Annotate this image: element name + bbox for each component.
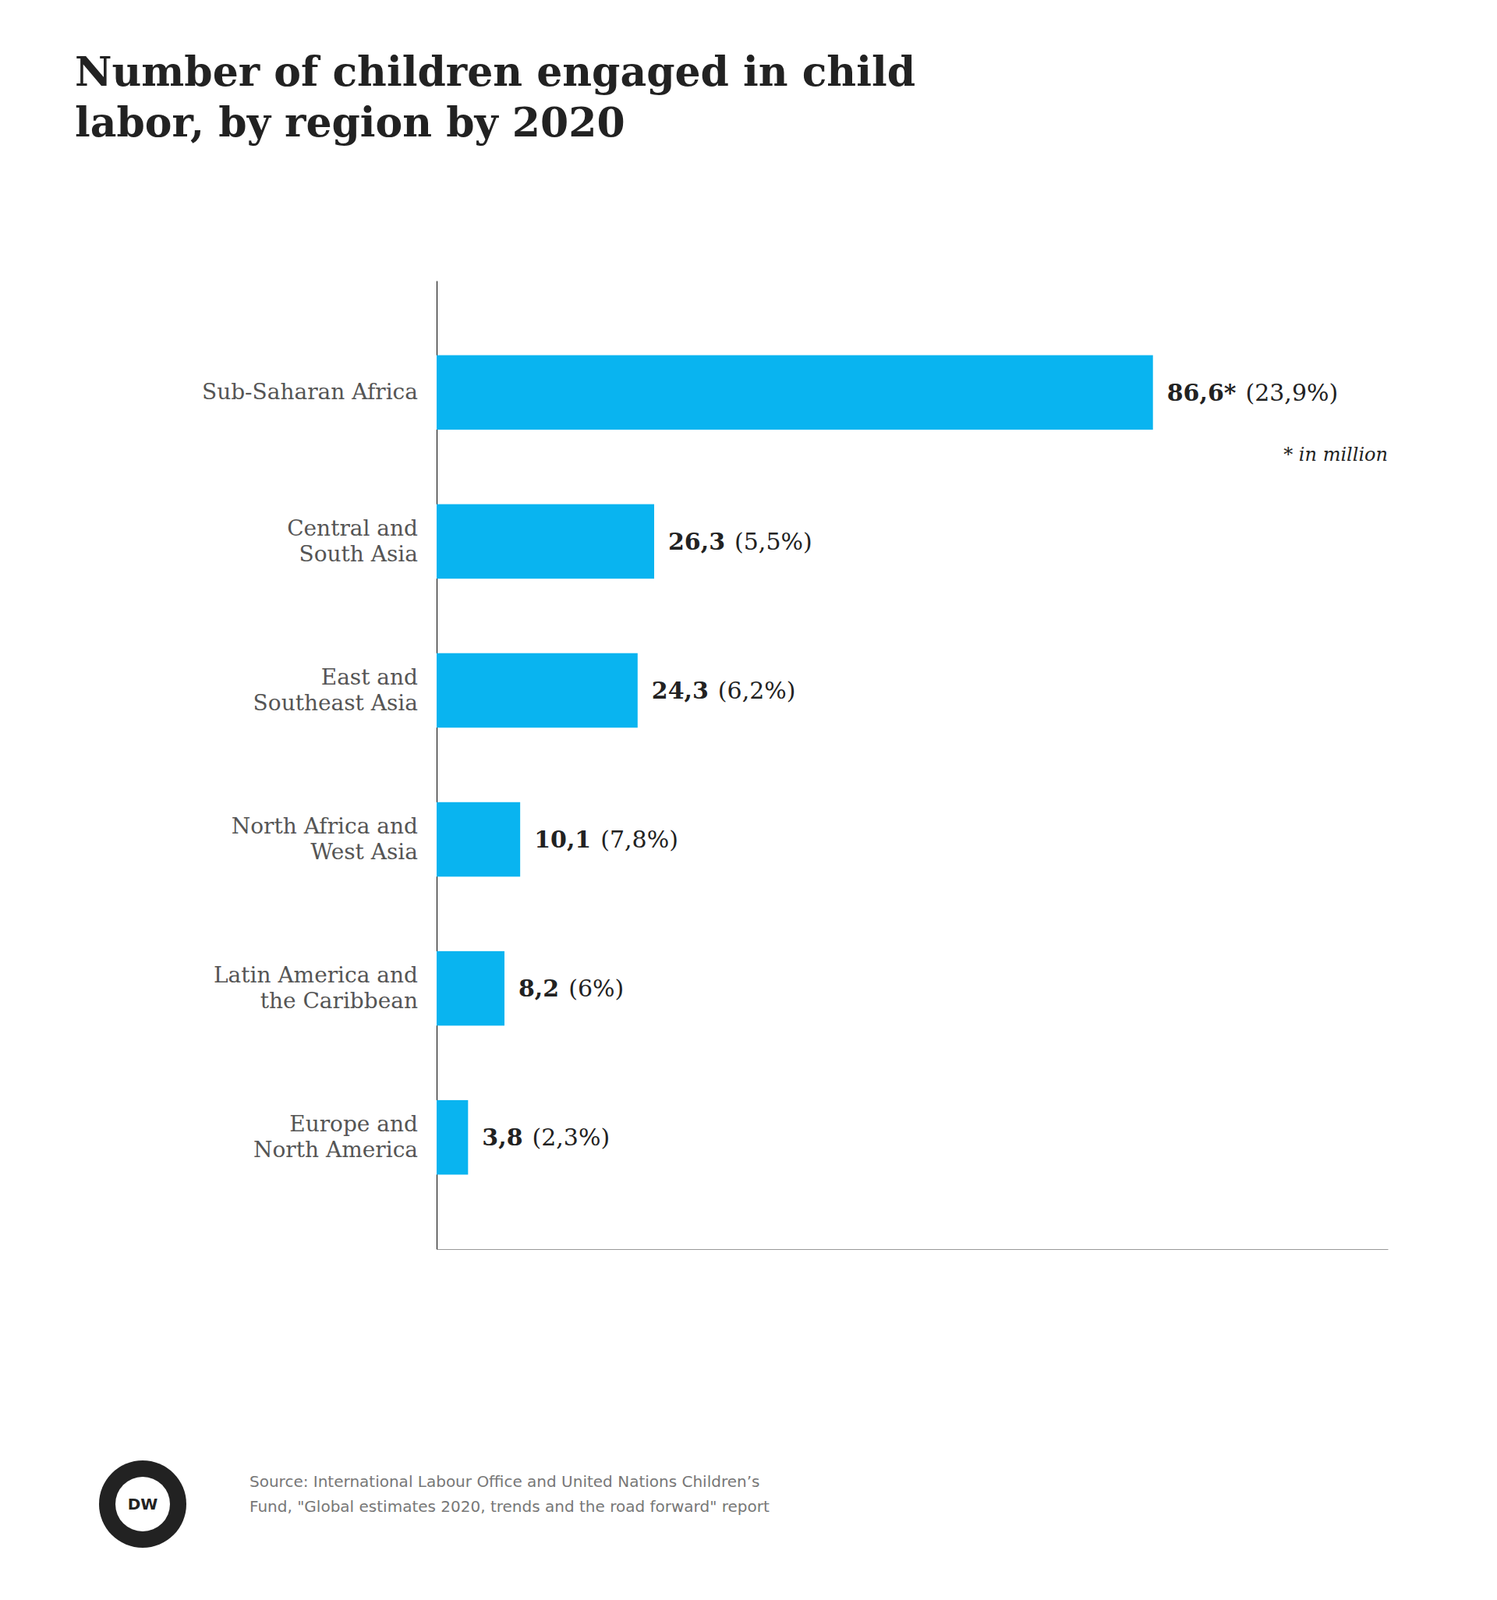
y-tick: Latin America andthe Caribbean: [213, 962, 437, 1015]
share-label: (5,5%): [734, 527, 813, 556]
data-label: 26,3: [668, 527, 726, 556]
title: Number of children engaged in childlabor…: [74, 47, 916, 146]
share-label: (6%): [568, 974, 624, 1002]
y-tick-label: Central andSouth Asia: [286, 515, 418, 568]
y-tick-label-line: East and: [321, 664, 418, 691]
source-line: Fund, "Global estimates 2020, trends and…: [249, 1497, 770, 1516]
bar: [436, 504, 655, 580]
y-tick: Sub-Saharan Africa: [201, 378, 437, 405]
data-label: 10,1: [534, 825, 592, 853]
y-tick-label: North Africa andWest Asia: [231, 813, 418, 866]
y-tick-label: Sub-Saharan Africa: [201, 378, 418, 405]
y-tick-label-line: North Africa and: [231, 813, 418, 839]
share-label: (23,9%): [1245, 378, 1338, 407]
data-labels: 86,6* (23,9%) 26,3 (5,5%) 24,3 (6,2%) 10,1 (7,8…: [481, 378, 1338, 1151]
y-tick-label-line: the Caribbean: [260, 987, 418, 1014]
y-tick-label-line: South Asia: [299, 541, 419, 567]
logo-ring: [99, 1460, 187, 1548]
share-label: (6,2%): [718, 676, 797, 705]
share-label: (7,8%): [600, 825, 679, 853]
y-tick-label-line: North America: [253, 1136, 418, 1163]
source-line: Source: International Labour Office and …: [249, 1472, 760, 1491]
plot: Sub-Saharan Africa Central andSouth Asia E…: [201, 281, 1389, 1250]
bar: [436, 1100, 468, 1175]
title-line: Number of children engaged in child: [74, 47, 916, 96]
y-tick-label-line: Europe and: [289, 1111, 418, 1137]
data-label: 8,2: [518, 974, 560, 1002]
chart-root: Number of children engaged in childlabor…: [0, 0, 1497, 1600]
data-label: 86,6*: [1167, 378, 1237, 407]
y-tick-label: Latin America andthe Caribbean: [213, 962, 418, 1015]
y-tick-label-line: Central and: [286, 515, 418, 542]
y-tick-label-line: Sub-Saharan Africa: [201, 378, 418, 405]
y-tick: North Africa andWest Asia: [231, 813, 437, 866]
y-tick-label: East andSoutheast Asia: [253, 664, 418, 717]
logo: DW: [99, 1460, 187, 1548]
bar: [436, 951, 505, 1027]
bar: [436, 653, 638, 729]
title-line: labor, by region by 2020: [74, 98, 626, 146]
data-label: 3,8: [481, 1123, 523, 1151]
y-tick-label-line: Southeast Asia: [253, 690, 418, 716]
y-axis: Sub-Saharan Africa Central andSouth Asia E…: [201, 281, 438, 1250]
share-label: (2,3%): [532, 1123, 611, 1151]
logo-text: DW: [127, 1494, 159, 1514]
y-tick-label-line: Latin America and: [213, 962, 418, 988]
data-label: 24,3: [651, 676, 709, 705]
logo-inner: [115, 1476, 170, 1532]
source: Source: International Labour Office and …: [249, 1472, 770, 1516]
y-tick: East andSoutheast Asia: [253, 664, 437, 717]
y-tick: Europe andNorth America: [253, 1111, 437, 1164]
bar: [436, 802, 521, 878]
bars: [436, 355, 1154, 1175]
x-axis: [437, 1249, 1389, 1250]
annotation: * in million: [1283, 443, 1388, 466]
y-tick-label-line: West Asia: [310, 838, 418, 865]
x-axis-line: [437, 1249, 1389, 1250]
y-tick-label: Europe andNorth America: [253, 1111, 418, 1164]
y-tick: Central andSouth Asia: [286, 515, 437, 568]
bar: [436, 355, 1154, 431]
